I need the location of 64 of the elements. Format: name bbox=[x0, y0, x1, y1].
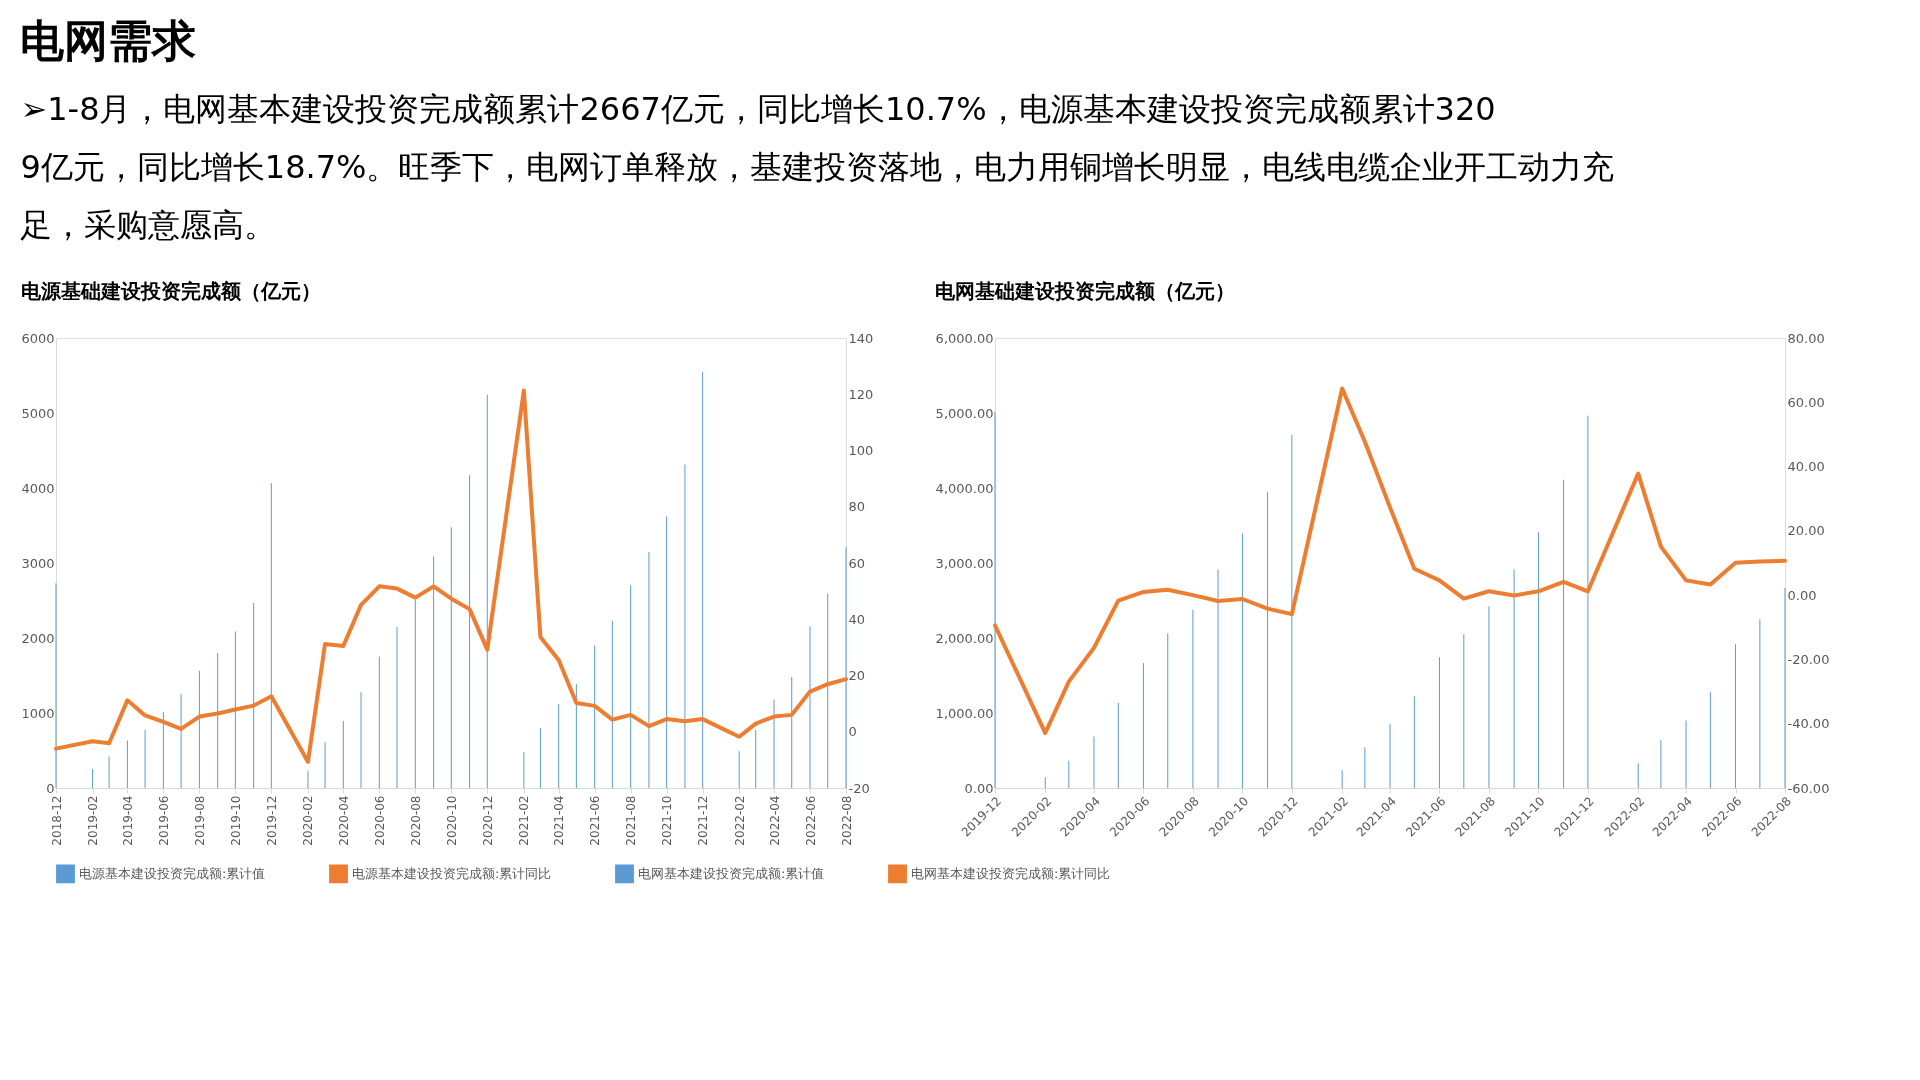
y2-tick-label: -40.00 bbox=[1787, 716, 1830, 732]
x-tick-label: 2020-10 bbox=[444, 795, 459, 846]
y2-tick-label: -20.00 bbox=[1787, 651, 1830, 667]
x-tick-label: 2022-06 bbox=[803, 795, 818, 846]
y2-tick-label: 20 bbox=[848, 668, 866, 683]
x-tick-label: 2019-04 bbox=[120, 795, 135, 846]
legend-label: 电网基本建设投资完成额:累计同比 bbox=[911, 865, 1111, 881]
x-tick-label: 2021-10 bbox=[660, 795, 675, 846]
x-tick-label: 2020-06 bbox=[372, 795, 387, 846]
y-tick-label: 2,000.00 bbox=[935, 630, 994, 646]
x-tick-label: 2022-04 bbox=[767, 795, 782, 846]
y2-tick-label: 60.00 bbox=[1787, 394, 1825, 410]
y-tick-label: 0 bbox=[46, 780, 55, 796]
x-tick-label: 2019-08 bbox=[192, 795, 207, 846]
chart-title: 电源基础建设投资完成额（亿元） bbox=[20, 279, 321, 303]
legend-label: 电源基本建设投资完成额:累计值 bbox=[79, 865, 266, 881]
x-tick-label: 2021-06 bbox=[588, 795, 603, 846]
y-tick-label: 0.00 bbox=[964, 780, 994, 796]
y-tick-label: 4,000.00 bbox=[935, 480, 994, 496]
y2-tick-label: 80 bbox=[848, 499, 866, 515]
x-tick-label: 2020-04 bbox=[336, 795, 351, 846]
x-tick-label: 2019-06 bbox=[156, 795, 171, 846]
y2-tick-label: -60.00 bbox=[1787, 780, 1830, 796]
line-series bbox=[993, 386, 1787, 736]
y-tick-label: 5,000.00 bbox=[935, 405, 994, 421]
y-tick-label: 3,000.00 bbox=[935, 555, 994, 571]
y2-tick-label: 40 bbox=[848, 611, 866, 627]
legend-label: 电网基本建设投资完成额:累计值 bbox=[638, 865, 825, 881]
y-tick-label: 5000 bbox=[21, 405, 55, 421]
line-series bbox=[54, 388, 848, 764]
x-tick-label: 2019-02 bbox=[86, 795, 101, 846]
y-tick-label: 6000 bbox=[21, 330, 55, 346]
chart-title: 电网基础建设投资完成额（亿元） bbox=[935, 279, 1236, 303]
y2-tick-label: 60 bbox=[848, 555, 866, 571]
legend-label: 电源基本建设投资完成额:累计同比 bbox=[352, 865, 552, 881]
x-tick-label: 2019-10 bbox=[228, 795, 243, 846]
y-tick-label: 6,000.00 bbox=[935, 330, 994, 346]
y2-tick-label: 20.00 bbox=[1787, 523, 1825, 539]
y-tick-label: 1,000.00 bbox=[935, 705, 994, 721]
y2-tick-label: -20 bbox=[848, 780, 870, 796]
y2-tick-label: 80.00 bbox=[1787, 330, 1825, 346]
x-tick-label: 2021-08 bbox=[624, 795, 639, 846]
y-tick-label: 3000 bbox=[21, 555, 55, 571]
x-tick-label: 2020-02 bbox=[301, 795, 316, 846]
y2-tick-label: 120 bbox=[848, 386, 874, 402]
y2-tick-label: 0 bbox=[848, 724, 857, 740]
text: ➢1-8月，电网基本建设投资完成额累计2667亿元，同比增长10.7%，电源基本建设投资完成额累计3209亿元，同比增长18.7%。旺季下，电网订单释放，基建投资落地，电力用铜增长明显，电线电缆企业开工动力充足，采购意愿高。 bbox=[20, 89, 1615, 244]
x-tick-label: 2021-02 bbox=[517, 795, 532, 846]
y2-tick-label: 0.00 bbox=[1787, 587, 1817, 603]
x-tick-label: 2021-04 bbox=[552, 795, 567, 846]
y2-tick-label: 140 bbox=[848, 330, 874, 346]
x-tick-label: 2018-12 bbox=[49, 795, 64, 846]
y-tick-label: 4000 bbox=[21, 480, 55, 496]
y-tick-label: 1000 bbox=[21, 705, 55, 721]
x-tick-label: 2019-12 bbox=[264, 795, 279, 846]
x-tick-label: 2021-12 bbox=[696, 795, 711, 846]
x-tick-label: 2022-02 bbox=[732, 795, 747, 846]
x-tick-label: 2020-08 bbox=[408, 795, 423, 846]
y-tick-label: 2000 bbox=[21, 630, 55, 646]
text: 电网需求 bbox=[20, 14, 197, 66]
y2-tick-label: 100 bbox=[848, 443, 874, 458]
y2-tick-label: 40.00 bbox=[1787, 459, 1825, 475]
x-tick-label: 2022-08 bbox=[839, 795, 854, 846]
x-tick-label: 2020-12 bbox=[480, 795, 495, 846]
